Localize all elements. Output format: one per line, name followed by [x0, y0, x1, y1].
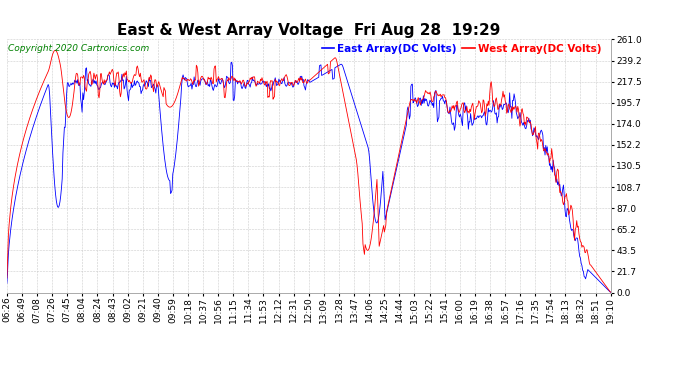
Legend: East Array(DC Volts), West Array(DC Volts): East Array(DC Volts), West Array(DC Volt… [317, 39, 605, 58]
Title: East & West Array Voltage  Fri Aug 28  19:29: East & West Array Voltage Fri Aug 28 19:… [117, 23, 500, 38]
Text: Copyright 2020 Cartronics.com: Copyright 2020 Cartronics.com [8, 45, 149, 54]
